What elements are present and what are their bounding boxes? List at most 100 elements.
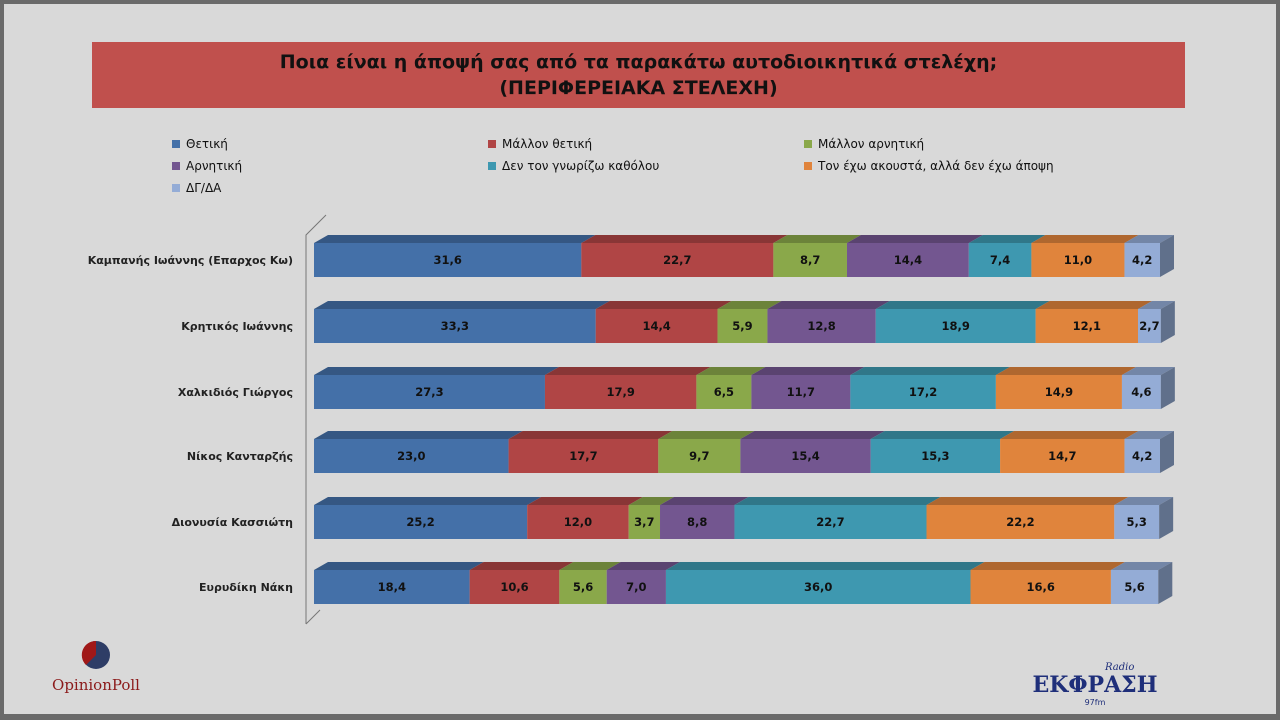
bar-top-face [740, 431, 885, 439]
legend-item: Τον έχω ακουστά, αλλά δεν έχω άποψη [804, 159, 1054, 173]
category-label: Κρητικός Ιωάννης [181, 320, 293, 333]
axis-floor-line [305, 609, 321, 625]
legend-label: Αρνητική [186, 159, 243, 173]
bar-segment [751, 375, 851, 409]
bar-segment [1121, 375, 1161, 409]
ekfrasi-logo: Radio ΕΚΦΡΑΣΗ 97fm [1005, 662, 1185, 707]
legend-swatch [488, 140, 496, 148]
bar-top-face [995, 367, 1136, 375]
data-label: 6,5 [714, 385, 734, 399]
bar-side-face [1158, 562, 1173, 604]
data-label: 23,0 [397, 449, 425, 463]
opinionpoll-circle-icon [81, 640, 110, 669]
bar-segment [658, 439, 741, 473]
bar-segment [527, 505, 629, 539]
bar-segment [314, 243, 582, 277]
bar-segment [1000, 439, 1125, 473]
legend-label: Δεν τον γνωρίζω καθόλου [502, 159, 660, 173]
bar-segment [314, 375, 545, 409]
bar-segment [544, 375, 697, 409]
bar-segment [606, 570, 666, 604]
legend-swatch [172, 184, 180, 192]
bar-segment [1035, 309, 1139, 343]
bar-top-face [606, 562, 680, 570]
chart-title: Ποια είναι η άποψή σας από τα παρακάτω α… [279, 51, 998, 73]
legend-label: Μάλλον αρνητική [818, 137, 925, 151]
legend-swatch [804, 162, 812, 170]
bar-segment [773, 243, 847, 277]
data-label: 5,3 [1127, 515, 1147, 529]
bar-segment [314, 570, 470, 604]
bar-top-face [544, 367, 711, 375]
data-label: 7,0 [626, 580, 646, 594]
data-label: 5,6 [573, 580, 593, 594]
bar-segment [469, 570, 560, 604]
legend-swatch [804, 140, 812, 148]
data-label: 2,7 [1139, 319, 1159, 333]
data-label: 12,1 [1073, 319, 1101, 333]
data-label: 14,4 [642, 319, 670, 333]
data-label: 14,9 [1045, 385, 1073, 399]
data-label: 4,6 [1131, 385, 1151, 399]
bar-top-face [968, 235, 1046, 243]
bar-top-face [1121, 367, 1175, 375]
data-label: 9,7 [689, 449, 709, 463]
bar-segment [508, 439, 659, 473]
bar-top-face [508, 431, 673, 439]
legend-item: Θετική [172, 137, 228, 151]
bar-segment [846, 243, 969, 277]
bar-segment [926, 505, 1115, 539]
bar-segment [870, 439, 1001, 473]
bar-top-face [1124, 431, 1174, 439]
data-label: 5,6 [1124, 580, 1144, 594]
legend-item: Αρνητική [172, 159, 242, 173]
bar-top-face [314, 301, 610, 309]
bar-segment [1124, 243, 1160, 277]
bar-segment [314, 439, 509, 473]
data-label: 4,2 [1132, 253, 1152, 267]
bar-segment [850, 375, 996, 409]
bar-segment [717, 309, 768, 343]
bar-top-face [773, 235, 861, 243]
data-label: 17,7 [569, 449, 597, 463]
category-label: Χαλκιδιός Γιώργος [178, 386, 293, 399]
bar-top-face [1031, 235, 1139, 243]
bar-top-face [696, 367, 766, 375]
bar-segment [767, 309, 876, 343]
legend-swatch [172, 140, 180, 148]
axis-wall-line [305, 214, 327, 624]
data-label: 11,0 [1064, 253, 1092, 267]
bar-top-face [734, 497, 941, 505]
data-label: 25,2 [406, 515, 434, 529]
bar-top-face [595, 301, 732, 309]
bar-side-face [1160, 367, 1175, 409]
bar-top-face [751, 367, 865, 375]
data-label: 12,0 [564, 515, 592, 529]
bar-side-face [1160, 301, 1175, 343]
category-label: Ευρυδίκη Νάκη [199, 581, 293, 594]
bar-segment [995, 375, 1122, 409]
data-label: 8,7 [800, 253, 820, 267]
bar-top-face [1110, 562, 1173, 570]
bar-segment [1114, 505, 1160, 539]
bar-top-face [717, 301, 782, 309]
data-label: 36,0 [804, 580, 832, 594]
legend-label: Θετική [186, 137, 228, 151]
chart-title-box: Ποια είναι η άποψή σας από τα παρακάτω α… [92, 42, 1185, 108]
data-label: 15,4 [791, 449, 819, 463]
legend-item: Μάλλον αρνητική [804, 137, 924, 151]
data-label: 14,7 [1048, 449, 1076, 463]
chart-subtitle: (ΠΕΡΙΦΕΡΕΙΑΚΑ ΣΤΕΛΕΧΗ) [499, 77, 778, 99]
legend-label: Μάλλον θετική [502, 137, 593, 151]
bar-segment [660, 505, 735, 539]
data-label: 14,4 [894, 253, 922, 267]
opinionpoll-logo: OpinionPoll [36, 640, 156, 694]
bar-top-face [314, 497, 542, 505]
data-label: 33,3 [441, 319, 469, 333]
legend-item: Μάλλον θετική [488, 137, 592, 151]
bar-segment [665, 570, 971, 604]
bar-side-face [1159, 497, 1174, 539]
bar-segment [581, 243, 774, 277]
legend-label: ΔΓ/ΔΑ [186, 181, 222, 195]
